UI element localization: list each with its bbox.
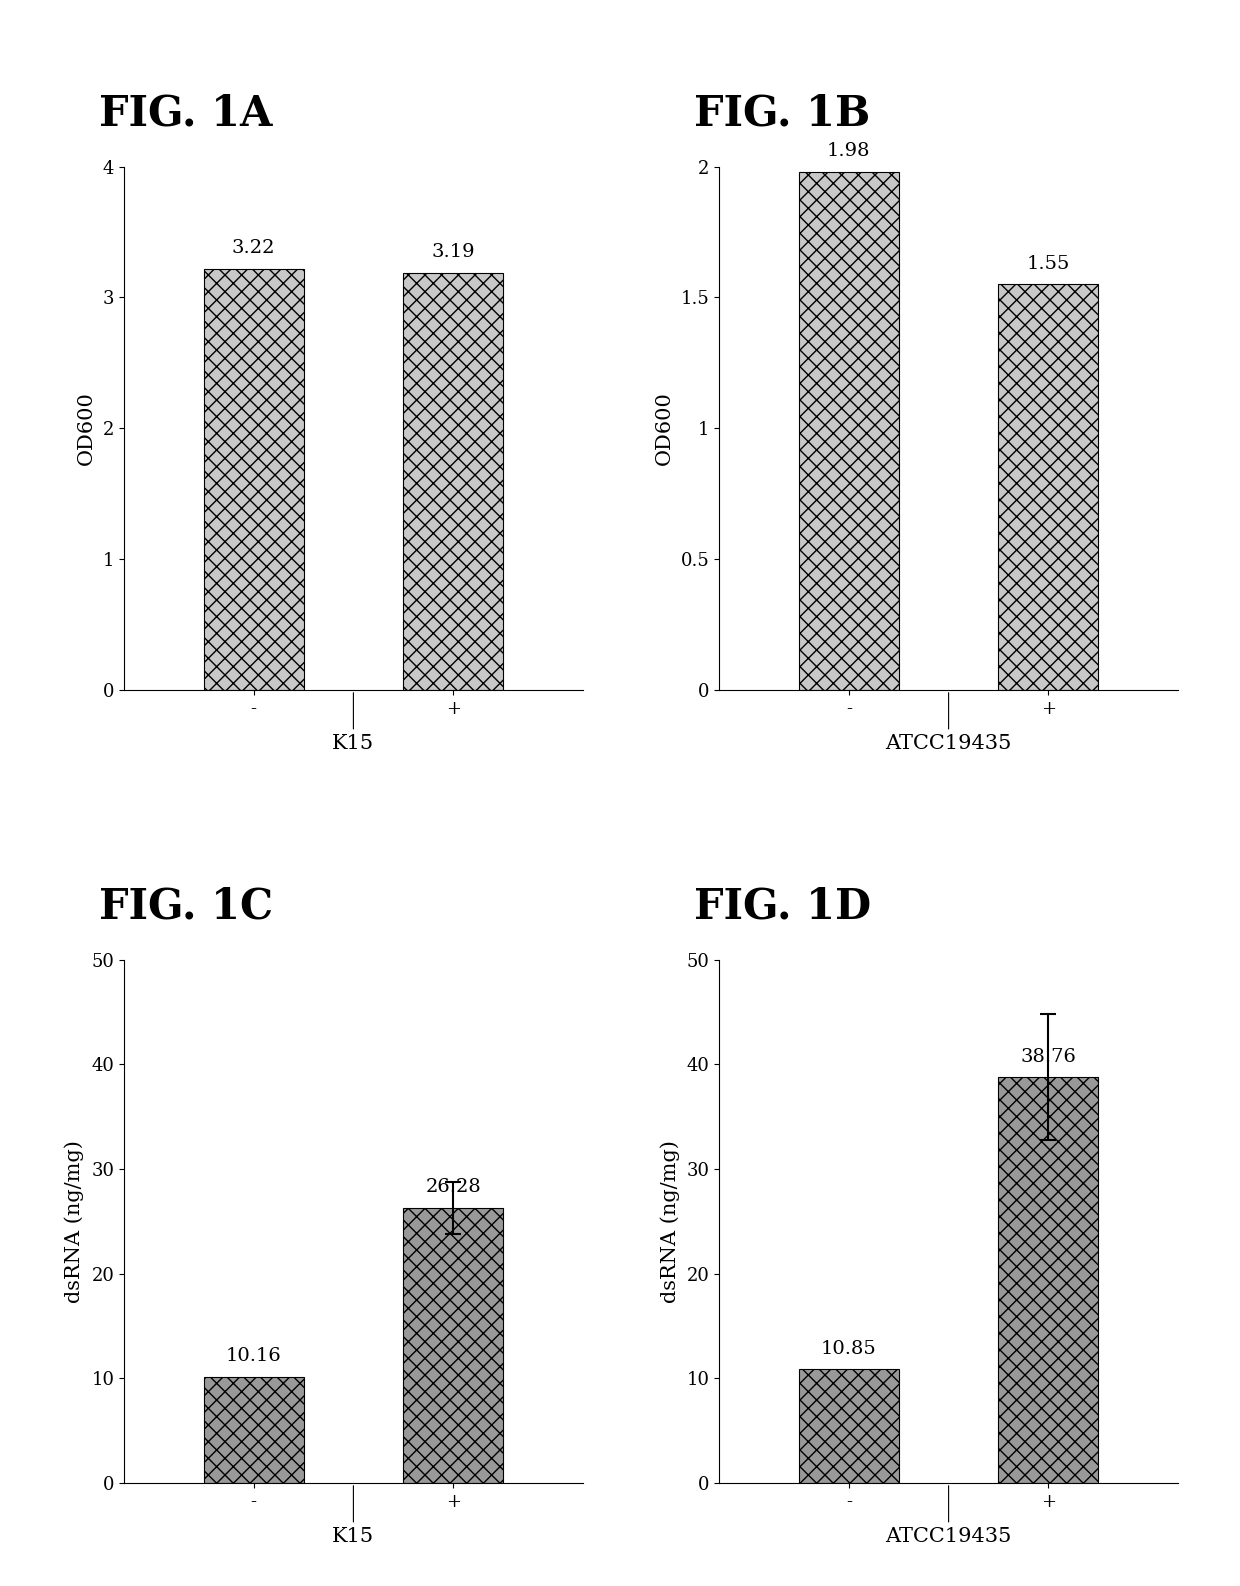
Bar [799,1369,899,1483]
X-axis label: K15: K15 [332,1527,374,1546]
Text: FIG. 1B: FIG. 1B [694,94,870,135]
Text: 26.28: 26.28 [425,1178,481,1196]
Bar [203,1377,304,1483]
X-axis label: K15: K15 [332,734,374,753]
Y-axis label: OD600: OD600 [77,392,95,465]
X-axis label: ATCC19435: ATCC19435 [885,734,1012,753]
Text: 1.98: 1.98 [827,143,870,160]
Y-axis label: dsRNA (ng/mg): dsRNA (ng/mg) [64,1140,84,1302]
Text: 38.76: 38.76 [1021,1048,1076,1066]
X-axis label: ATCC19435: ATCC19435 [885,1527,1012,1546]
Bar [203,268,304,690]
Bar [403,1209,503,1483]
Y-axis label: dsRNA (ng/mg): dsRNA (ng/mg) [660,1140,680,1302]
Bar [799,171,899,690]
Text: 10.85: 10.85 [821,1340,877,1358]
Bar [998,284,1099,690]
Y-axis label: OD600: OD600 [655,392,673,465]
Text: 1.55: 1.55 [1027,255,1070,273]
Text: FIG. 1D: FIG. 1D [694,887,872,928]
Bar [998,1077,1099,1483]
Text: 3.19: 3.19 [432,243,475,262]
Text: 10.16: 10.16 [226,1347,281,1366]
Bar [403,273,503,690]
Text: FIG. 1C: FIG. 1C [99,887,273,928]
Text: 3.22: 3.22 [232,239,275,257]
Text: FIG. 1A: FIG. 1A [99,94,273,135]
